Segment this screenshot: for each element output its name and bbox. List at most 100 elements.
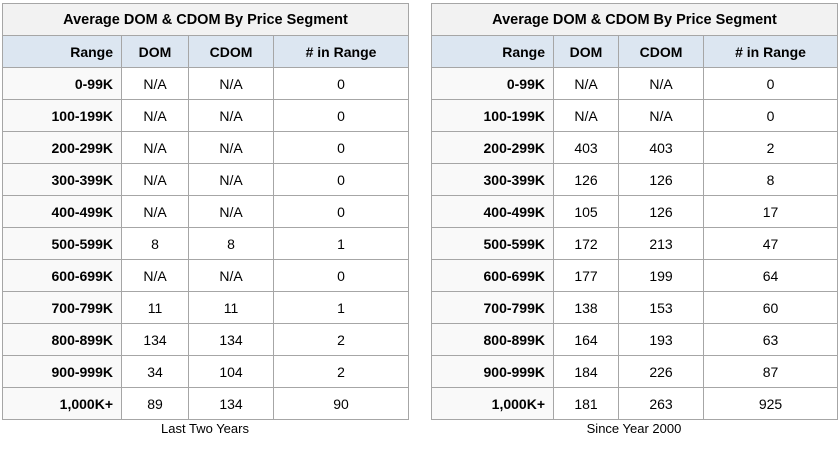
value-cell: 0 (702, 99, 839, 132)
value-cell: N/A (188, 131, 274, 164)
range-cell: 900-999K (431, 355, 554, 388)
value-cell: 8 (188, 227, 274, 260)
data-row: 400-499K N/A N/A 0 (2, 195, 410, 228)
range-cell: 0-99K (431, 67, 554, 100)
value-cell: 63 (702, 323, 839, 356)
data-row: 300-399K N/A N/A 0 (2, 163, 410, 196)
value-cell: N/A (618, 67, 704, 100)
value-cell: 403 (618, 131, 704, 164)
data-row: 600-699K 177 199 64 (431, 259, 839, 292)
value-cell: 193 (618, 323, 704, 356)
value-cell: 8 (702, 163, 839, 196)
value-cell: 0 (272, 131, 410, 164)
data-row: 100-199K N/A N/A 0 (2, 99, 410, 132)
value-cell: N/A (121, 99, 189, 132)
range-cell: 600-699K (2, 259, 122, 292)
value-cell: N/A (618, 99, 704, 132)
data-table: Average DOM & CDOM By Price Segment Range… (430, 3, 839, 420)
value-cell: 17 (702, 195, 839, 228)
column-header: CDOM (188, 35, 274, 68)
data-row: 1,000K+ 89 134 90 (2, 387, 410, 420)
value-cell: 90 (272, 387, 410, 420)
value-cell: N/A (121, 131, 189, 164)
data-row: 700-799K 138 153 60 (431, 291, 839, 324)
value-cell: N/A (553, 67, 619, 100)
value-cell: 172 (553, 227, 619, 260)
value-cell: 87 (702, 355, 839, 388)
value-cell: 403 (553, 131, 619, 164)
value-cell: 34 (121, 355, 189, 388)
data-row: 900-999K 184 226 87 (431, 355, 839, 388)
value-cell: N/A (188, 259, 274, 292)
value-cell: 8 (121, 227, 189, 260)
range-cell: 200-299K (431, 131, 554, 164)
value-cell: 0 (272, 99, 410, 132)
value-cell: 89 (121, 387, 189, 420)
value-cell: 0 (272, 67, 410, 100)
value-cell: 226 (618, 355, 704, 388)
value-cell: 0 (272, 259, 410, 292)
data-row: 700-799K 11 11 1 (2, 291, 410, 324)
range-cell: 800-899K (431, 323, 554, 356)
value-cell: 181 (553, 387, 619, 420)
value-cell: N/A (188, 195, 274, 228)
data-row: 500-599K 172 213 47 (431, 227, 839, 260)
value-cell: N/A (121, 195, 189, 228)
value-cell: 925 (702, 387, 839, 420)
column-header: Range (431, 35, 554, 68)
table-title: Average DOM & CDOM By Price Segment (430, 3, 839, 36)
title-row: Average DOM & CDOM By Price Segment (1, 3, 410, 36)
value-cell: 2 (272, 323, 410, 356)
data-row: 0-99K N/A N/A 0 (2, 67, 410, 100)
data-row: 400-499K 105 126 17 (431, 195, 839, 228)
table-caption: Last Two Years (161, 421, 249, 436)
value-cell: 0 (702, 67, 839, 100)
range-cell: 700-799K (431, 291, 554, 324)
value-cell: 134 (188, 387, 274, 420)
data-row: 200-299K 403 403 2 (431, 131, 839, 164)
value-cell: N/A (188, 67, 274, 100)
data-row: 900-999K 34 104 2 (2, 355, 410, 388)
header-row: Range DOM CDOM # in Range (2, 35, 410, 68)
value-cell: N/A (121, 259, 189, 292)
range-cell: 400-499K (2, 195, 122, 228)
value-cell: 213 (618, 227, 704, 260)
value-cell: 1 (272, 227, 410, 260)
range-cell: 100-199K (431, 99, 554, 132)
value-cell: 184 (553, 355, 619, 388)
table-title: Average DOM & CDOM By Price Segment (1, 3, 410, 36)
value-cell: 105 (553, 195, 619, 228)
range-cell: 600-699K (431, 259, 554, 292)
data-row: 300-399K 126 126 8 (431, 163, 839, 196)
range-cell: 700-799K (2, 291, 122, 324)
value-cell: 126 (553, 163, 619, 196)
column-header: DOM (121, 35, 189, 68)
range-cell: 500-599K (2, 227, 122, 260)
data-row: 800-899K 164 193 63 (431, 323, 839, 356)
value-cell: N/A (188, 99, 274, 132)
range-cell: 900-999K (2, 355, 122, 388)
data-row: 100-199K N/A N/A 0 (431, 99, 839, 132)
table-block: Average DOM & CDOM By Price Segment Range… (1, 3, 410, 436)
value-cell: 177 (553, 259, 619, 292)
value-cell: 60 (702, 291, 839, 324)
value-cell: 64 (702, 259, 839, 292)
range-cell: 0-99K (2, 67, 122, 100)
value-cell: N/A (121, 67, 189, 100)
value-cell: 47 (702, 227, 839, 260)
range-cell: 200-299K (2, 131, 122, 164)
data-row: 800-899K 134 134 2 (2, 323, 410, 356)
value-cell: 138 (553, 291, 619, 324)
column-header: # in Range (272, 35, 410, 68)
value-cell: 1 (272, 291, 410, 324)
range-cell: 800-899K (2, 323, 122, 356)
range-cell: 300-399K (431, 163, 554, 196)
value-cell: 134 (121, 323, 189, 356)
value-cell: 134 (188, 323, 274, 356)
value-cell: N/A (121, 163, 189, 196)
value-cell: 104 (188, 355, 274, 388)
range-cell: 500-599K (431, 227, 554, 260)
table-caption: Since Year 2000 (586, 421, 682, 436)
value-cell: N/A (188, 163, 274, 196)
data-row: 200-299K N/A N/A 0 (2, 131, 410, 164)
